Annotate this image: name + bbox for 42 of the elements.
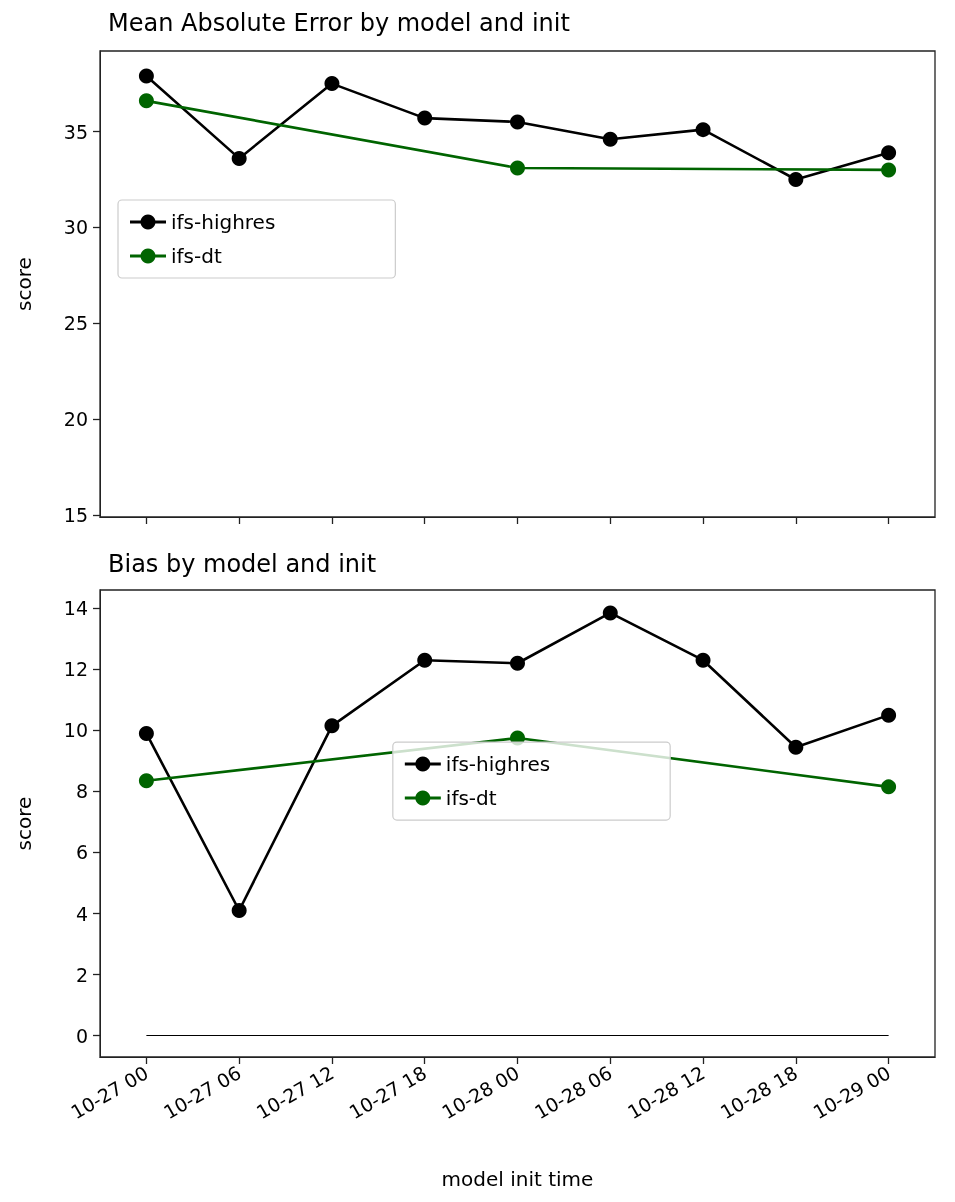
point (138, 725, 154, 741)
legend-label: ifs-dt (445, 786, 497, 811)
y-tick-label: 10 (63, 719, 88, 742)
y-tick-label: 0 (75, 1024, 88, 1047)
point (417, 110, 433, 126)
point (138, 773, 154, 789)
point (788, 171, 804, 187)
point (881, 145, 897, 161)
y-tick-label: 12 (63, 658, 88, 681)
point (881, 707, 897, 723)
x-axis-title: model init time (441, 1167, 594, 1191)
point (788, 739, 804, 755)
y-axis-title: score (12, 257, 36, 311)
point (138, 93, 154, 109)
y-tick-label: 2 (75, 963, 88, 986)
y-tick-label: 30 (63, 216, 88, 239)
point (231, 902, 247, 918)
y-axis-title: score (12, 796, 36, 851)
y-tick-label: 14 (63, 597, 88, 620)
point (324, 718, 340, 734)
chart-title: Bias by model and init (108, 550, 377, 578)
point (510, 655, 525, 671)
y-tick-label: 6 (75, 841, 88, 864)
point (695, 122, 711, 138)
legend-label: ifs-highres (171, 210, 276, 234)
point (510, 114, 525, 130)
point (417, 652, 433, 668)
y-tick-label: 20 (63, 408, 88, 431)
y-tick-label: 35 (63, 120, 88, 143)
y-tick-label: 8 (75, 780, 88, 803)
point (231, 150, 247, 166)
point (324, 76, 340, 92)
point (138, 68, 154, 84)
y-tick-label: 25 (63, 312, 88, 335)
point (602, 131, 618, 147)
legend-label: ifs-highres (445, 752, 551, 777)
legend-label: ifs-dt (171, 244, 222, 268)
y-tick-label: 15 (63, 504, 88, 527)
point (602, 605, 618, 621)
point (695, 652, 711, 668)
y-tick-label: 4 (75, 902, 88, 925)
chart-title: Mean Absolute Error by model and init (108, 9, 570, 37)
